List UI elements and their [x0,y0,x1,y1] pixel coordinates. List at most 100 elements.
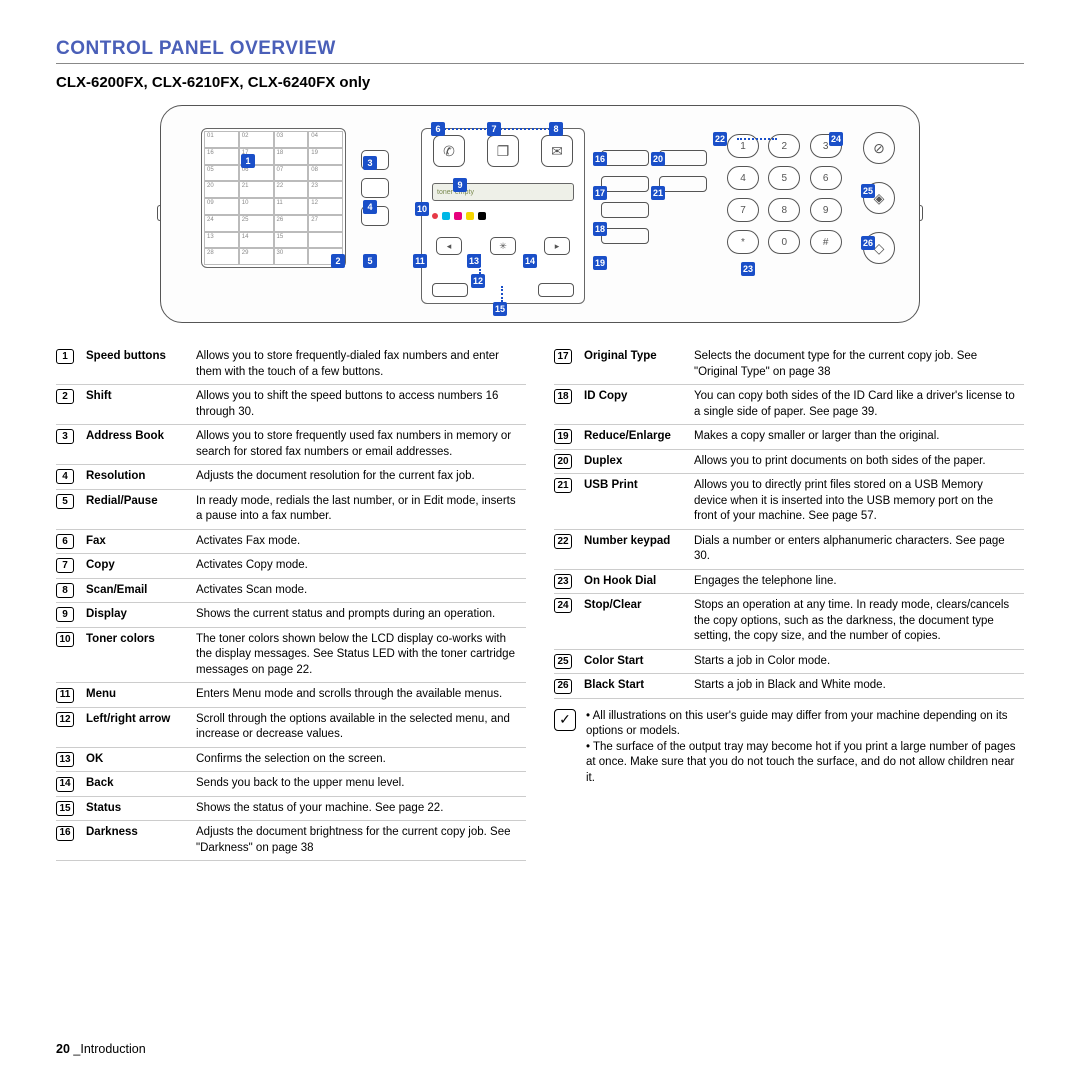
callout-5: 5 [363,254,377,268]
legend-label: Back [80,772,190,797]
legend-columns: 1Speed buttonsAllows you to store freque… [56,345,1024,861]
callout-18: 18 [593,222,607,236]
callout-16: 16 [593,152,607,166]
legend-num-3: 3 [56,429,74,444]
legend-table-left: 1Speed buttonsAllows you to store freque… [56,345,526,861]
legend-label: Fax [80,529,190,554]
keypad-#: # [810,230,842,254]
callout-13: 13 [467,254,481,268]
legend-desc: Sends you back to the upper menu level. [190,772,526,797]
legend-num-2: 2 [56,389,74,404]
legend-num-17: 17 [554,349,572,364]
legend-num-9: 9 [56,607,74,622]
legend-num-6: 6 [56,534,74,549]
callout-12: 12 [471,274,485,288]
page-footer: 20 _Introduction [56,1042,146,1056]
section-title: CONTROL PANEL OVERVIEW [56,38,1024,64]
legend-num-26: 26 [554,679,572,694]
copy-feature-col2 [659,150,707,282]
legend-label: Resolution [80,465,190,490]
legend-num-10: 10 [56,632,74,647]
callout-1: 1 [241,154,255,168]
legend-num-13: 13 [56,752,74,767]
callout-14: 14 [523,254,537,268]
legend-desc: Dials a number or enters alphanumeric ch… [688,529,1024,569]
callout-20: 20 [651,152,665,166]
legend-num-22: 22 [554,534,572,549]
callout-2: 2 [331,254,345,268]
callout-24: 24 [829,132,843,146]
legend-label: Darkness [80,821,190,861]
callout-23: 23 [741,262,755,276]
legend-num-14: 14 [56,777,74,792]
scan-icon: ✉ [541,135,573,167]
legend-table-right: 17Original TypeSelects the document type… [554,345,1024,699]
control-panel-diagram: 0102030416171819050607082021222309101112… [56,105,1024,323]
legend-label: Shift [80,385,190,425]
legend-desc: Makes a copy smaller or larger than the … [688,425,1024,450]
legend-label: Display [80,603,190,628]
note-icon: ✓ [554,709,576,731]
legend-num-23: 23 [554,574,572,589]
legend-label: On Hook Dial [578,569,688,594]
keypad-9: 9 [810,198,842,222]
legend-desc: Stops an operation at any time. In ready… [688,594,1024,650]
legend-num-7: 7 [56,558,74,573]
legend-desc: Allows you to print documents on both si… [688,449,1024,474]
legend-label: OK [80,747,190,772]
legend-num-16: 16 [56,826,74,841]
legend-desc: Starts a job in Color mode. [688,649,1024,674]
menu-button [432,283,468,297]
legend-desc: Adjusts the document resolution for the … [190,465,526,490]
callout-17: 17 [593,186,607,200]
legend-num-1: 1 [56,349,74,364]
legend-label: Stop/Clear [578,594,688,650]
legend-num-18: 18 [554,389,572,404]
keypad-*: * [727,230,759,254]
legend-desc: Engages the telephone line. [688,569,1024,594]
fax-icon: ✆ [433,135,465,167]
legend-desc: Activates Scan mode. [190,578,526,603]
keypad-4: 4 [727,166,759,190]
keypad-7: 7 [727,198,759,222]
callout-8: 8 [549,122,563,136]
legend-desc: Confirms the selection on the screen. [190,747,526,772]
back-button [538,283,574,297]
legend-label: Redial/Pause [80,489,190,529]
legend-desc: Starts a job in Black and White mode. [688,674,1024,699]
legend-desc: Activates Fax mode. [190,529,526,554]
legend-desc: Activates Copy mode. [190,554,526,579]
legend-desc: Shows the current status and prompts dur… [190,603,526,628]
legend-desc: Allows you to store frequently-dialed fa… [190,345,526,385]
legend-label: Copy [80,554,190,579]
mode-display-zone: ✆ ❐ ✉ toner empty ◂ ✳ ▸ [421,128,585,304]
note-block: ✓ All illustrations on this user's guide… [554,709,1024,787]
legend-desc: The toner colors shown below the LCD dis… [190,627,526,683]
legend-label: Black Start [578,674,688,699]
legend-desc: Selects the document type for the curren… [688,345,1024,385]
keypad-6: 6 [810,166,842,190]
legend-desc: You can copy both sides of the ID Card l… [688,385,1024,425]
legend-num-5: 5 [56,494,74,509]
legend-label: Address Book [80,425,190,465]
legend-desc: Scroll through the options available in … [190,707,526,747]
legend-num-11: 11 [56,688,74,703]
legend-num-24: 24 [554,598,572,613]
legend-desc: Allows you to directly print files store… [688,474,1024,530]
callout-15: 15 [493,302,507,316]
note-item: The surface of the output tray may becom… [586,740,1024,787]
legend-num-8: 8 [56,583,74,598]
legend-num-4: 4 [56,469,74,484]
left-arrow-icon: ◂ [436,237,462,255]
keypad-8: 8 [768,198,800,222]
legend-num-19: 19 [554,429,572,444]
legend-desc: Enters Menu mode and scrolls through the… [190,683,526,708]
legend-num-15: 15 [56,801,74,816]
legend-label: Color Start [578,649,688,674]
callout-19: 19 [593,256,607,270]
keypad-0: 0 [768,230,800,254]
callout-26: 26 [861,236,875,250]
callout-4: 4 [363,200,377,214]
note-item: All illustrations on this user's guide m… [586,709,1024,740]
stop-icon: ⊘ [863,132,895,164]
